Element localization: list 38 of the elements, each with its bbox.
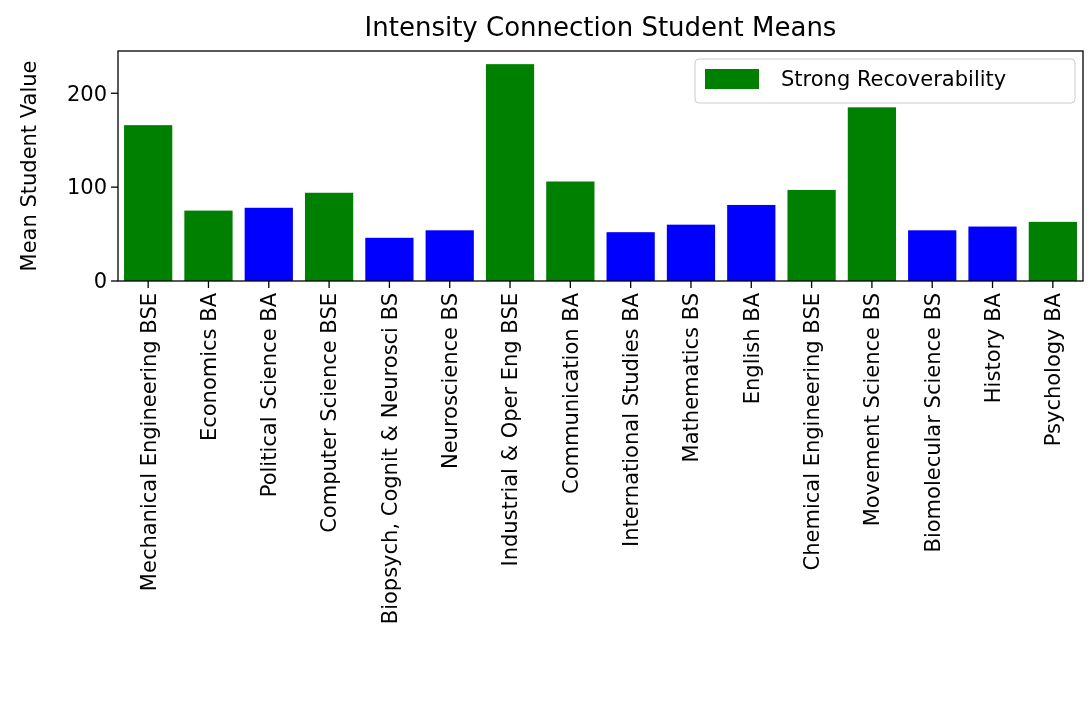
x-tick-label: Chemical Engineering BSE (799, 293, 824, 571)
bar (606, 232, 655, 281)
x-tick-label: English BA (739, 292, 764, 405)
bar (787, 189, 836, 281)
x-tick-label: Biomolecular Science BS (920, 293, 945, 553)
y-axis-title: Mean Student Value (17, 60, 41, 272)
bar (485, 64, 535, 281)
x-tick-label: Computer Science BSE (317, 293, 342, 533)
bar (847, 107, 897, 281)
y-tick-label: 0 (93, 269, 107, 294)
bar (908, 230, 957, 281)
x-tick-label: Economics BA (196, 292, 221, 442)
y-tick-label: 100 (66, 175, 107, 200)
x-tick-label: History BA (980, 292, 1005, 404)
bar (666, 224, 716, 281)
x-tick-label: Mathematics BS (679, 293, 704, 463)
chart-title: Intensity Connection Student Means (364, 12, 837, 42)
bar (968, 226, 1017, 281)
x-tick-label: Political Science BA (257, 292, 282, 498)
y-tick-label: 200 (66, 81, 107, 106)
x-tick-label: Psychology BA (1041, 292, 1066, 447)
x-tick-label: Biopsych, Cognit & Neurosci BS (377, 293, 402, 625)
x-tick-label: International Studies BA (619, 292, 644, 548)
bar (365, 237, 414, 281)
x-tick-label: Mechanical Engineering BSE (136, 293, 161, 592)
bar (304, 192, 354, 281)
x-tick-label: Neuroscience BS (438, 293, 463, 470)
bar (425, 230, 474, 281)
x-tick-label: Movement Science BS (860, 293, 885, 527)
bar (1028, 221, 1077, 281)
x-tick-label: Communication BA (558, 292, 583, 494)
x-tick-label: Industrial & Oper Eng BSE (498, 293, 523, 567)
bar (546, 181, 595, 281)
bar (124, 125, 173, 281)
legend-label: Strong Recoverability (781, 67, 1007, 92)
bar (727, 204, 776, 281)
bar (244, 207, 293, 281)
bar (184, 210, 233, 281)
